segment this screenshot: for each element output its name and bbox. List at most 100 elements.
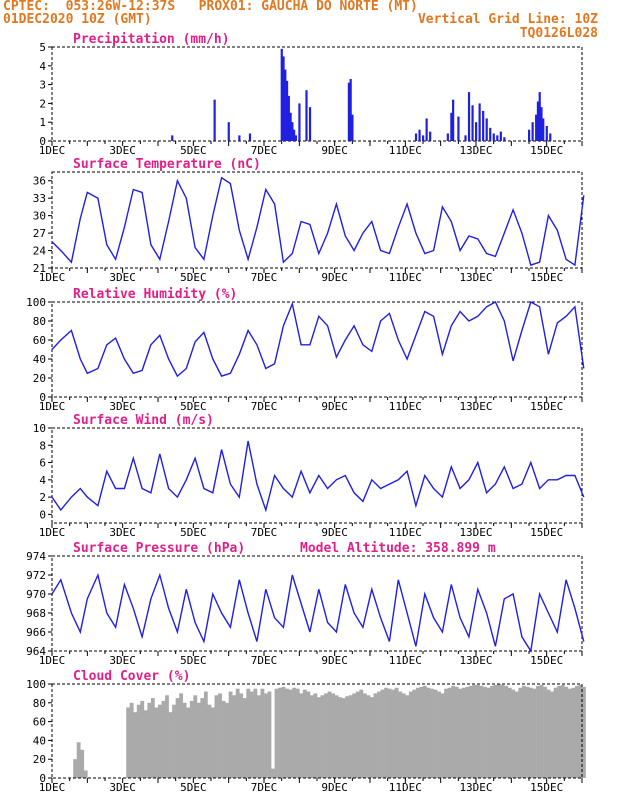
cloud-column	[401, 693, 406, 778]
cloud-column	[415, 687, 420, 778]
cloud-column	[490, 685, 494, 778]
cloud-column	[560, 684, 565, 778]
rh-xtick-label: 1DEC	[39, 400, 66, 413]
pres-xtick-label: 5DEC	[180, 654, 207, 667]
wind-title: Surface Wind (m/s)	[73, 413, 214, 428]
cloud-column	[341, 698, 346, 778]
precip-bar	[418, 129, 421, 141]
cloud-column	[260, 688, 265, 778]
cloud-column	[193, 695, 198, 778]
cloud-column	[468, 685, 473, 778]
cloud-column	[278, 687, 282, 778]
pres-line	[51, 572, 585, 653]
cloud-title: Cloud Cover (%)	[73, 669, 190, 684]
cloud-column	[511, 689, 516, 778]
cloud-column	[147, 702, 152, 778]
cloud-column	[426, 687, 431, 778]
cloud-column	[200, 698, 205, 778]
cloud-column	[331, 693, 335, 778]
precip-bar	[429, 131, 432, 141]
cloud-column	[211, 707, 215, 778]
rh-title: Relative Humidity (%)	[73, 287, 237, 302]
cloud-column	[154, 707, 159, 778]
pres-xtick-label: 9DEC	[321, 654, 348, 667]
pres-ytick-label: 968	[26, 607, 46, 620]
precip-ytick-label: 3	[39, 79, 46, 92]
cloud-column	[295, 688, 300, 778]
cloud-column	[391, 689, 396, 778]
cloud-plot-frame-overlay	[51, 683, 583, 779]
cloud-column	[143, 710, 148, 778]
wind-ytick-label: 4	[39, 474, 46, 487]
cloud-column	[458, 688, 463, 778]
cloud-ytick-label: 40	[33, 734, 46, 747]
precip-bar	[285, 80, 289, 141]
pres-ytick-label: 972	[26, 569, 46, 582]
temp-ytick-label: 30	[33, 210, 46, 223]
cloud-ytick-label: 60	[33, 716, 46, 729]
header-model-id: TQ0126L028	[519, 26, 598, 41]
precip-bar	[535, 114, 538, 141]
header-datetime: 01DEC2020 10Z (GMT)	[3, 12, 152, 27]
precip-bar	[549, 133, 552, 141]
precip-bar	[280, 48, 283, 141]
cloud-column	[203, 691, 208, 778]
cloud-column	[73, 759, 78, 778]
cloud-column	[140, 700, 145, 778]
cloud-column	[567, 688, 572, 778]
pres-title: Surface Pressure (hPa)	[73, 541, 245, 556]
cloud-column	[493, 684, 498, 778]
rh-xtick-label: 15DEC	[530, 400, 563, 413]
temp-title: Surface Temperature (nC)	[73, 157, 261, 172]
cloud-column	[281, 686, 286, 778]
pres-xtick-label: 11DEC	[389, 654, 422, 667]
precip-bar	[213, 99, 216, 141]
cloud-column	[345, 696, 350, 778]
cloud-column	[256, 695, 261, 778]
cloud-column	[476, 684, 480, 778]
precip-bar	[545, 125, 548, 141]
cloud-column	[461, 687, 466, 778]
precip-panel: Precipitation (mm/h) 0 1 2 3 4 5 1DEC 3DEC 5DEC 7D…	[39, 32, 583, 157]
cloud-column	[373, 693, 378, 778]
precip-bar	[450, 112, 453, 141]
pres-xtick-label: 13DEC	[459, 654, 492, 667]
precip-bar	[478, 103, 481, 141]
wind-ytick-label: 10	[33, 422, 46, 435]
cloud-column	[504, 685, 509, 778]
cloud-column	[218, 693, 222, 778]
wind-ytick-label: 2	[39, 491, 46, 504]
cloud-column	[136, 704, 141, 778]
cloud-column	[536, 685, 540, 778]
cloud-column	[497, 684, 502, 778]
cloud-column	[246, 688, 251, 778]
rh-ytick-label: 0	[39, 391, 46, 404]
cloud-column	[355, 691, 360, 778]
cloud-column	[249, 691, 254, 778]
precip-bar	[464, 135, 467, 141]
precip-bar	[425, 118, 428, 141]
pres-ytick-label: 966	[26, 626, 46, 639]
wind-xtick-label: 7DEC	[251, 526, 278, 539]
cloud-column	[405, 695, 410, 778]
cloud-ytick-label: 80	[33, 697, 46, 710]
cloud-xtick-label: 5DEC	[180, 781, 207, 794]
header: CPTEC: 053:26W-12:37S PROX01: GAUCHA DO …	[0, 0, 618, 48]
precip-xtick-label: 13DEC	[459, 144, 492, 157]
precip-plot-frame	[51, 46, 583, 142]
cloud-column	[451, 685, 456, 778]
wind-plot-frame	[51, 427, 583, 524]
cloud-column	[394, 687, 399, 778]
temp-xtick-label: 11DEC	[389, 271, 422, 284]
cloud-column	[454, 686, 459, 778]
cloud-column	[179, 693, 184, 778]
precip-bar	[291, 122, 294, 141]
temp-xtick-label: 7DEC	[251, 271, 278, 284]
precip-bar	[248, 133, 252, 141]
precip-bar	[349, 78, 352, 141]
cloud-column	[168, 712, 173, 778]
cloud-column	[479, 685, 484, 778]
temp-ytick-label: 24	[33, 245, 47, 258]
cloud-xtick-label: 1DEC	[39, 781, 66, 794]
pres-xtick-label: 3DEC	[109, 654, 136, 667]
